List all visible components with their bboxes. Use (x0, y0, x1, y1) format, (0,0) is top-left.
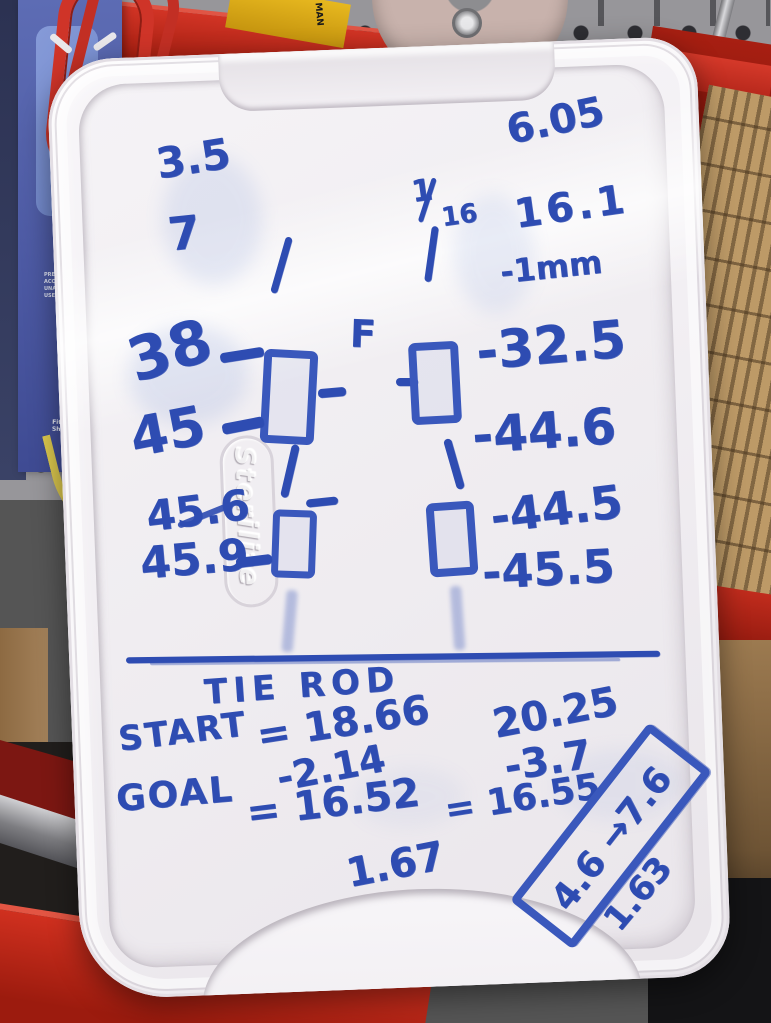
sterilite-embossed-logo: Sterilite (228, 445, 265, 589)
yellow-tool-label: MAN (312, 2, 325, 27)
container-lid: Sterilite (46, 35, 732, 1001)
disc-arbor-bolt (452, 8, 482, 38)
